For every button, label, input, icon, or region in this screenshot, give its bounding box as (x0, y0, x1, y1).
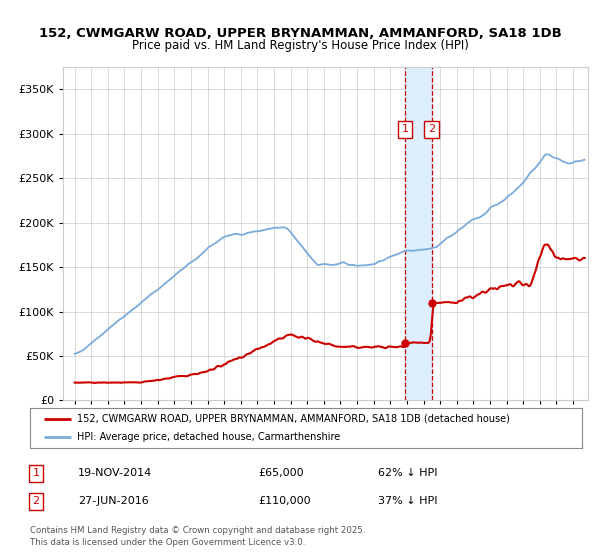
Text: 1: 1 (401, 124, 409, 134)
Text: 62% ↓ HPI: 62% ↓ HPI (378, 468, 437, 478)
Text: 1: 1 (32, 468, 40, 478)
Text: Price paid vs. HM Land Registry's House Price Index (HPI): Price paid vs. HM Land Registry's House … (131, 39, 469, 53)
Text: HPI: Average price, detached house, Carmarthenshire: HPI: Average price, detached house, Carm… (77, 432, 340, 442)
Text: 2: 2 (428, 124, 435, 134)
Text: 152, CWMGARW ROAD, UPPER BRYNAMMAN, AMMANFORD, SA18 1DB (detached house): 152, CWMGARW ROAD, UPPER BRYNAMMAN, AMMA… (77, 414, 510, 423)
Text: 152, CWMGARW ROAD, UPPER BRYNAMMAN, AMMANFORD, SA18 1DB: 152, CWMGARW ROAD, UPPER BRYNAMMAN, AMMA… (38, 27, 562, 40)
Text: 37% ↓ HPI: 37% ↓ HPI (378, 496, 437, 506)
Text: 19-NOV-2014: 19-NOV-2014 (78, 468, 152, 478)
Text: £65,000: £65,000 (258, 468, 304, 478)
Text: £110,000: £110,000 (258, 496, 311, 506)
Text: 2: 2 (32, 496, 40, 506)
Text: Contains HM Land Registry data © Crown copyright and database right 2025.
This d: Contains HM Land Registry data © Crown c… (30, 526, 365, 547)
Bar (405, 67, 431, 400)
Text: 27-JUN-2016: 27-JUN-2016 (78, 496, 149, 506)
